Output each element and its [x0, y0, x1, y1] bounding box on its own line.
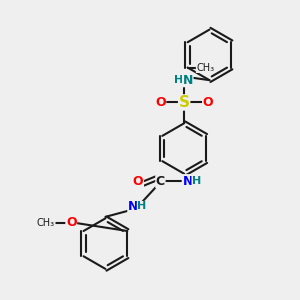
Text: H: H: [192, 176, 201, 186]
Text: CH₃: CH₃: [196, 62, 214, 73]
Text: H: H: [137, 202, 147, 212]
Text: O: O: [155, 96, 166, 109]
Text: C: C: [156, 175, 165, 188]
Text: N: N: [128, 200, 138, 213]
Text: N: N: [183, 175, 193, 188]
Text: CH₃: CH₃: [37, 218, 55, 228]
Text: O: O: [66, 216, 76, 229]
Text: O: O: [202, 96, 213, 109]
Text: N: N: [183, 74, 193, 87]
Text: O: O: [133, 175, 143, 188]
Text: S: S: [179, 95, 190, 110]
Text: H: H: [174, 75, 184, 85]
